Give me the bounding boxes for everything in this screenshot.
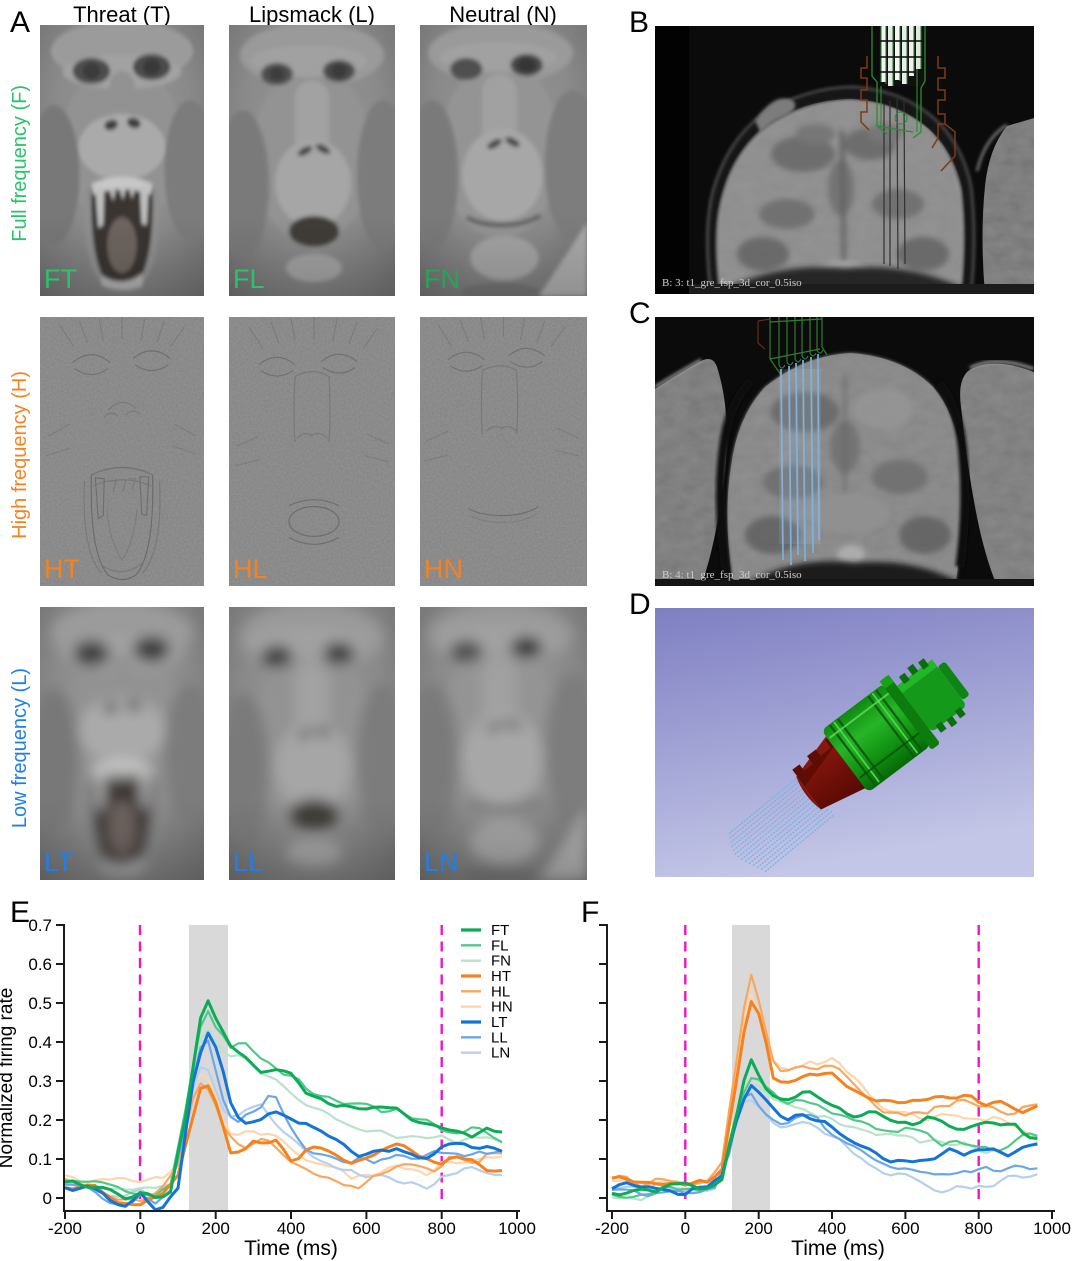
svg-text:0.2: 0.2 xyxy=(28,1111,52,1130)
svg-text:FN: FN xyxy=(491,953,511,970)
svg-text:-200: -200 xyxy=(595,1219,629,1238)
svg-text:LL: LL xyxy=(491,1029,508,1046)
svg-text:800: 800 xyxy=(965,1219,993,1238)
svg-text:Time (ms): Time (ms) xyxy=(791,1237,885,1260)
svg-text:LN: LN xyxy=(491,1045,510,1062)
svg-text:0.4: 0.4 xyxy=(28,1033,52,1052)
svg-text:B: 4: t1_gre_fsp_3d_cor_0.5iso: B: 4: t1_gre_fsp_3d_cor_0.5iso xyxy=(662,569,802,581)
svg-text:HT: HT xyxy=(491,968,511,985)
svg-text:Time (ms): Time (ms) xyxy=(244,1237,338,1260)
svg-text:800: 800 xyxy=(428,1219,456,1238)
svg-text:-200: -200 xyxy=(48,1219,82,1238)
svg-text:LT: LT xyxy=(491,1014,507,1031)
svg-text:0.5: 0.5 xyxy=(28,994,52,1013)
svg-text:0.7: 0.7 xyxy=(28,916,52,935)
svg-text:400: 400 xyxy=(818,1219,846,1238)
svg-text:0.6: 0.6 xyxy=(28,955,52,974)
svg-text:HN: HN xyxy=(491,999,513,1016)
svg-text:200: 200 xyxy=(745,1219,773,1238)
svg-text:FT: FT xyxy=(491,922,509,939)
svg-text:0.3: 0.3 xyxy=(28,1072,52,1091)
svg-text:Normalized firing rate: Normalized firing rate xyxy=(0,988,17,1169)
svg-text:FL: FL xyxy=(491,937,509,954)
svg-text:0: 0 xyxy=(43,1189,52,1208)
svg-text:0: 0 xyxy=(681,1219,690,1238)
svg-text:600: 600 xyxy=(891,1219,919,1238)
svg-text:B: 3: t1_gre_fsp_3d_cor_0.5iso: B: 3: t1_gre_fsp_3d_cor_0.5iso xyxy=(662,277,802,289)
svg-text:0: 0 xyxy=(136,1219,145,1238)
svg-text:0.1: 0.1 xyxy=(28,1150,52,1169)
svg-text:400: 400 xyxy=(277,1219,305,1238)
svg-text:1000: 1000 xyxy=(498,1219,536,1238)
svg-text:1000: 1000 xyxy=(1033,1219,1071,1238)
svg-text:HL: HL xyxy=(491,983,510,1000)
svg-text:200: 200 xyxy=(202,1219,230,1238)
svg-text:600: 600 xyxy=(352,1219,380,1238)
